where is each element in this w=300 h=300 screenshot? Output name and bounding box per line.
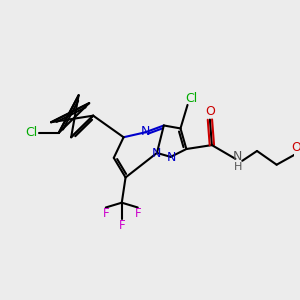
Text: Cl: Cl [25,127,38,140]
Text: Cl: Cl [185,92,198,105]
Text: F: F [134,207,141,220]
Text: H: H [234,162,242,172]
Text: F: F [103,207,109,220]
Text: N: N [140,125,150,138]
Text: O: O [205,105,215,118]
Text: O: O [291,141,300,154]
Text: N: N [167,151,176,164]
Text: N: N [233,150,242,164]
Text: N: N [151,147,161,161]
Text: F: F [118,219,125,232]
